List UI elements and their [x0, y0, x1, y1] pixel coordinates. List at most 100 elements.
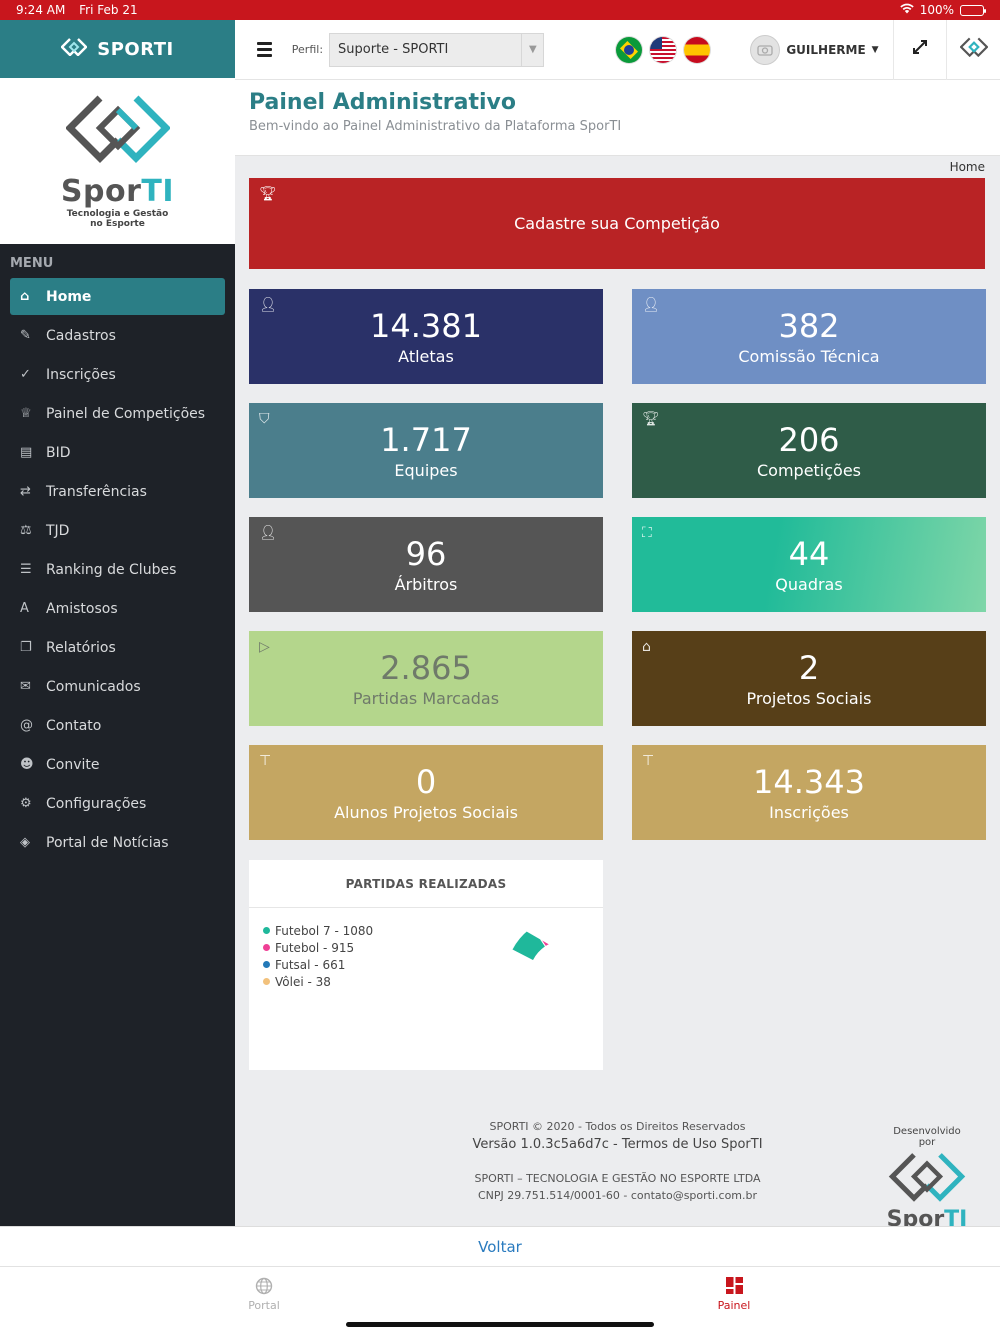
status-bar: 9:24 AM Fri Feb 21 100% — [0, 0, 1000, 20]
page-subtitle: Bem-vindo ao Painel Administrativo da Pl… — [249, 119, 622, 134]
legend-swatch — [263, 927, 270, 934]
edit-icon: ✎ — [20, 328, 31, 343]
donut-chart — [511, 929, 584, 964]
stat-card-comissao-tecnica[interactable]: 👤︎ 382 Comissão Técnica — [632, 289, 986, 384]
legend-item[interactable]: Vôlei - 38 — [263, 973, 373, 990]
sporti-logo-icon — [60, 37, 88, 61]
tab-portal[interactable]: Portal — [224, 1277, 304, 1312]
sidebar-item-label: Amistosos — [46, 600, 118, 617]
donut-slice-futsal[interactable] — [547, 929, 583, 946]
chevron-down-icon: ▼ — [521, 33, 543, 66]
stat-label: Comissão Técnica — [738, 347, 880, 366]
user-menu[interactable]: GUILHERME ▼ — [750, 34, 879, 65]
user-icon: 👤︎ — [259, 297, 277, 313]
sidebar-item-tjd[interactable]: ⚖ TJD — [10, 512, 225, 549]
stat-label: Projetos Sociais — [746, 689, 872, 708]
stat-card-partidas-marcadas[interactable]: ▷ 2.865 Partidas Marcadas — [249, 631, 603, 726]
stat-card-quadras[interactable]: ⛶ 44 Quadras — [632, 517, 986, 612]
footer: SPORTI © 2020 - Todos os Direitos Reserv… — [235, 1120, 1000, 1206]
matches-chart-card: PARTIDAS REALIZADAS Futebol 7 - 1080 Fute… — [249, 860, 603, 1070]
spain-flag-icon[interactable] — [684, 36, 711, 63]
play-icon: ▷ — [259, 639, 270, 655]
breadcrumb-home[interactable]: Home — [949, 160, 985, 174]
back-button[interactable]: Voltar — [0, 1226, 1000, 1266]
perfil-select[interactable]: Suporte - SPORTI ▼ — [329, 32, 545, 67]
legend-swatch — [263, 978, 270, 985]
sidebar-item-portal-de-noticias[interactable]: ◈ Portal de Notícias — [10, 824, 225, 861]
brand-name: SPORTI — [97, 38, 174, 60]
legend-label: Futebol - 915 — [275, 940, 355, 955]
perfil-label: Perfil: — [291, 43, 324, 56]
stat-card-projetos-sociais[interactable]: ⌂ 2 Projetos Sociais — [632, 631, 986, 726]
stat-card-arbitros[interactable]: 👤︎ 96 Árbitros — [249, 517, 603, 612]
donut-slice-futebol-7[interactable] — [511, 929, 551, 964]
home-indicator — [346, 1322, 654, 1327]
stat-label: Partidas Marcadas — [352, 689, 500, 708]
user-icon: 👤︎ — [642, 297, 660, 313]
stadium-icon: ⌂ — [642, 639, 651, 655]
stat-value: 0 — [415, 763, 437, 801]
legend-item[interactable]: Futebol - 915 — [263, 939, 373, 956]
sidebar-item-comunicados[interactable]: ✉ Comunicados — [10, 668, 225, 705]
sidebar-item-relatorios[interactable]: ❐ Relatórios — [10, 629, 225, 666]
status-time: 9:24 AM — [16, 3, 66, 17]
legend-label: Futebol 7 - 1080 — [275, 923, 374, 938]
fullscreen-button[interactable] — [892, 19, 947, 80]
sidebar-item-label: Convite — [46, 756, 100, 773]
banner-label: Cadastre sua Competição — [514, 214, 720, 233]
menu-toggle-icon[interactable] — [257, 42, 272, 57]
user-icon: 👤︎ — [259, 525, 277, 541]
sidebar-item-amistosos[interactable]: A Amistosos — [10, 590, 225, 627]
stat-label: Atletas — [398, 347, 454, 366]
sidebar-item-transferencias[interactable]: ⇄ Transferências — [10, 473, 225, 510]
stat-card-equipes[interactable]: ⛉ 1.717 Equipes — [249, 403, 603, 498]
sidebar-item-ranking-de-clubes[interactable]: ☰ Ranking de Clubes — [10, 551, 225, 588]
stat-card-competicoes[interactable]: 🏆︎ 206 Competições — [632, 403, 986, 498]
sidebar-item-label: Home — [46, 288, 92, 305]
developed-by: Desenvolvido por SporTI — [885, 1126, 969, 1232]
page-header: Painel Administrativo Bem-vindo ao Paine… — [235, 80, 1000, 156]
stat-card-inscricoes[interactable]: ⊤ 14.343 Inscrições — [632, 745, 986, 840]
sidebar-item-painel-de-competicoes[interactable]: ♕ Painel de Competições — [10, 395, 225, 432]
brazil-flag-icon[interactable] — [616, 36, 643, 63]
chart-legend: Futebol 7 - 1080 Futebol - 915 Futsal - 66… — [263, 922, 373, 990]
legend-item[interactable]: Futebol 7 - 1080 — [263, 922, 373, 939]
sidebar-item-home[interactable]: ⌂ Home — [10, 278, 225, 315]
battery-icon — [960, 4, 986, 16]
register-competition-banner[interactable]: 🏆︎ Cadastre sua Competição — [249, 178, 985, 269]
at-icon: @ — [20, 718, 33, 733]
sidebar-item-label: Configurações — [46, 795, 147, 812]
sidebar-item-contato[interactable]: @ Contato — [10, 707, 225, 744]
id-card-icon: ▤ — [20, 445, 33, 460]
sidebar-item-label: Portal de Notícias — [46, 834, 169, 851]
sporti-logo-graphic — [887, 1153, 967, 1207]
users-icon: ☻ — [20, 757, 34, 772]
stat-value: 382 — [778, 307, 840, 345]
stat-card-alunos-projetos-sociais[interactable]: ⊤ 0 Alunos Projetos Sociais — [249, 745, 603, 840]
stat-value: 96 — [405, 535, 447, 573]
sporti-home-button[interactable] — [946, 19, 1000, 80]
stat-card-atletas[interactable]: 👤︎ 14.381 Atletas — [249, 289, 603, 384]
legend-item[interactable]: Futsal - 661 — [263, 956, 373, 973]
legend-label: Vôlei - 38 — [275, 974, 331, 989]
stat-value: 206 — [778, 421, 840, 459]
sidebar-item-label: Comunicados — [46, 678, 141, 695]
sidebar-item-configuracoes[interactable]: ⚙ Configurações — [10, 785, 225, 822]
donut-slice-vôlei[interactable] — [564, 929, 584, 942]
stat-label: Alunos Projetos Sociais — [334, 803, 518, 822]
sidebar-item-cadastros[interactable]: ✎ Cadastros — [10, 317, 225, 354]
sidebar-item-inscricoes[interactable]: ✓ Inscrições — [10, 356, 225, 393]
sidebar-item-bid[interactable]: ▤ BID — [10, 434, 225, 471]
sidebar-item-convite[interactable]: ☻ Convite — [10, 746, 225, 783]
tab-painel[interactable]: Painel — [694, 1277, 774, 1312]
wifi-icon — [899, 3, 914, 17]
chart-title: PARTIDAS REALIZADAS — [249, 860, 603, 908]
usa-flag-icon[interactable] — [650, 36, 677, 63]
exchange-icon: ⇄ — [20, 484, 31, 499]
stat-label: Equipes — [394, 461, 458, 480]
sidebar-item-label: Relatórios — [46, 639, 116, 656]
sidebar-item-label: Inscrições — [46, 366, 116, 383]
brand-bar[interactable]: SPORTI — [0, 20, 235, 78]
logo-word-2: TI — [141, 173, 175, 209]
footer-version[interactable]: Versão 1.0.3c5a6d7c - Termos de Uso Spor… — [472, 1137, 763, 1152]
